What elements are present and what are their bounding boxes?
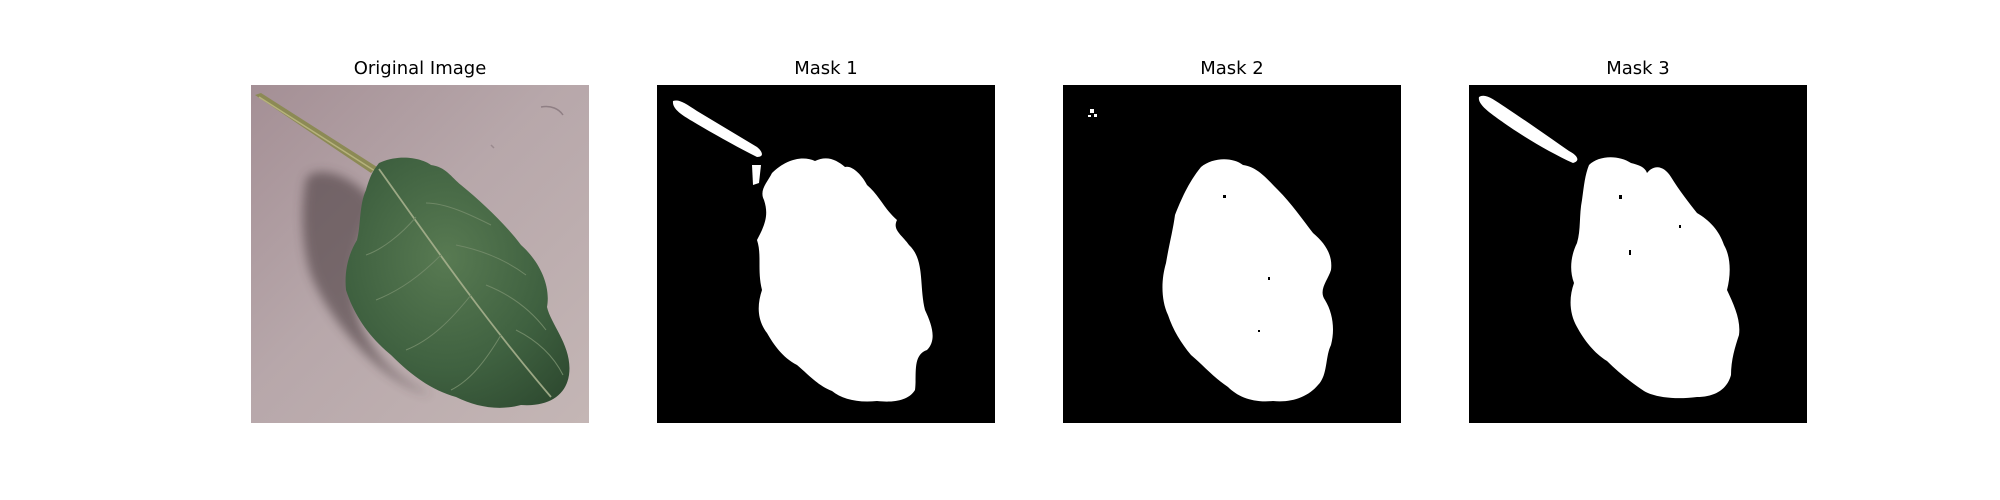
panel-mask-3: Mask 3 (1469, 54, 1807, 423)
panel-title: Mask 2 (1200, 58, 1264, 79)
leaf-photo (251, 85, 589, 423)
mask-1-image (657, 85, 995, 423)
panel-title: Original Image (353, 58, 487, 79)
mask-3-image (1469, 85, 1807, 423)
panel-mask-2: Mask 2 (1063, 54, 1401, 423)
mask-2-image (1063, 85, 1401, 423)
panel-original-image: Original Image (251, 54, 589, 423)
panel-title: Mask 3 (1606, 58, 1670, 79)
panel-title: Mask 1 (794, 58, 858, 79)
panel-mask-1: Mask 1 (657, 54, 995, 423)
